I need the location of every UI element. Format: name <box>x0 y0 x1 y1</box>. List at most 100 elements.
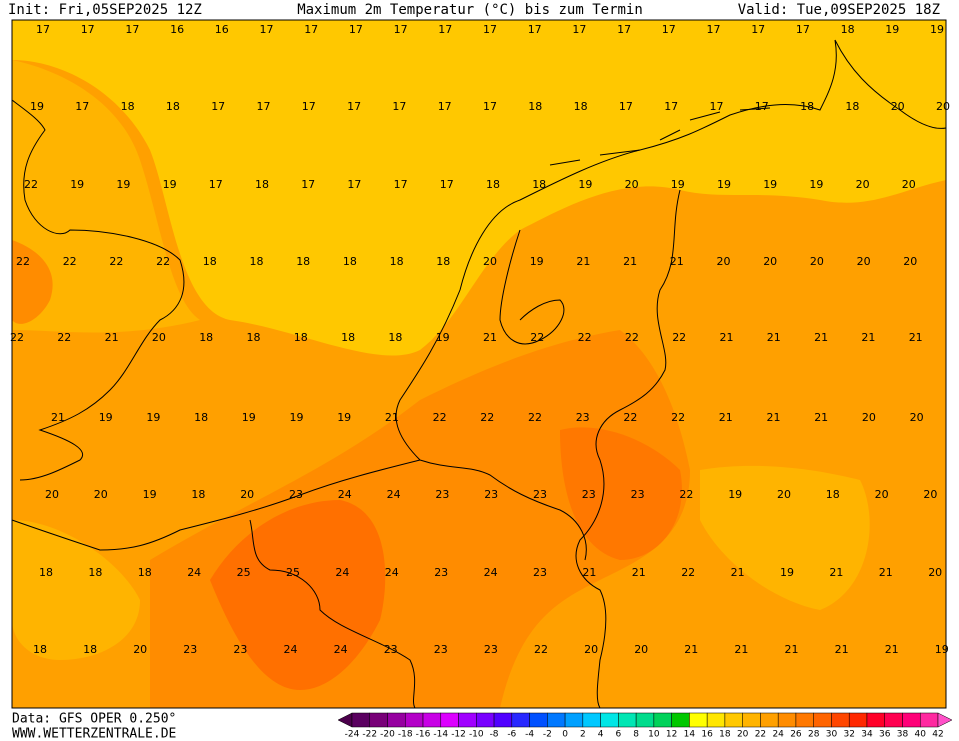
temperature-value: 17 <box>438 23 452 36</box>
temperature-value: 23 <box>533 488 547 501</box>
temperature-value: 19 <box>99 411 113 424</box>
temperature-value: 20 <box>857 255 871 268</box>
colorbar-box <box>813 712 832 728</box>
temperature-value: 21 <box>829 566 843 579</box>
field-mild <box>12 60 200 333</box>
colorbar-label: 14 <box>684 730 696 740</box>
colorbar-arrow <box>937 712 953 728</box>
temperature-value: 20 <box>891 100 905 113</box>
temperature-value: 17 <box>438 100 452 113</box>
temperature-value: 22 <box>16 255 30 268</box>
temperature-value: 18 <box>826 488 840 501</box>
border <box>575 189 681 709</box>
temperature-value: 22 <box>578 331 592 344</box>
colorbar: -24 -22 -20 -18 -16 -14 -12 -10 -8 -6 -4 -2 0 2 4 6 8 10 1… <box>337 712 953 740</box>
temperature-value: 18 <box>532 178 546 191</box>
temperature-value: 23 <box>183 643 197 656</box>
temperature-value: 17 <box>662 23 676 36</box>
temperature-value: 19 <box>885 23 899 36</box>
temperature-value: 19 <box>728 488 742 501</box>
temperature-value: 21 <box>861 331 875 344</box>
colorbar-label: 16 <box>701 730 713 740</box>
colorbar-label: -18 <box>398 730 413 740</box>
temperature-value: 17 <box>260 23 274 36</box>
colorbar-box <box>777 712 797 728</box>
temperature-value: 18 <box>343 255 357 268</box>
colorbar-box <box>795 712 814 728</box>
temperature-value: 17 <box>75 100 89 113</box>
temperature-value: 21 <box>720 331 734 344</box>
temperature-value: 22 <box>534 643 548 656</box>
temperature-value: 20 <box>240 488 254 501</box>
temperature-value: 21 <box>582 566 596 579</box>
temperature-value: 19 <box>436 331 450 344</box>
field-warm <box>12 240 53 324</box>
temperature-value: 17 <box>394 23 408 36</box>
temperature-value: 17 <box>209 178 223 191</box>
colorbar-box <box>529 712 548 728</box>
temperature-value: 20 <box>483 255 497 268</box>
temperature-value: 18 <box>138 566 152 579</box>
temperature-value: 24 <box>187 566 201 579</box>
temperature-value: 17 <box>796 23 810 36</box>
border <box>249 519 416 709</box>
temperature-value: 20 <box>875 488 889 501</box>
temperature-value: 20 <box>923 488 937 501</box>
temperature-value: 17 <box>301 178 315 191</box>
temperature-value: 20 <box>936 100 950 113</box>
colorbar-label: -16 <box>416 730 431 740</box>
temperature-value: 18 <box>255 178 269 191</box>
temperature-value: 23 <box>434 643 448 656</box>
temperature-value: 22 <box>109 255 123 268</box>
temperature-value: 17 <box>751 23 765 36</box>
colorbar-box <box>902 712 921 728</box>
colorbar-box <box>706 712 726 728</box>
colorbar-label: -6 <box>507 730 516 740</box>
temperature-value: 21 <box>385 411 399 424</box>
temperature-value: 24 <box>387 488 401 501</box>
temperature-value: 20 <box>45 488 59 501</box>
temperature-value: 21 <box>734 643 748 656</box>
colorbar-label: 6 <box>615 730 621 740</box>
temperature-value: 18 <box>436 255 450 268</box>
temperature-value: 17 <box>36 23 50 36</box>
temperature-value: 21 <box>719 411 733 424</box>
temperature-value: 21 <box>879 566 893 579</box>
temperature-value: 18 <box>341 331 355 344</box>
colorbar-box <box>476 712 495 728</box>
temperature-value: 17 <box>619 100 633 113</box>
init-label: Init: Fri,05SEP2025 12Z <box>8 2 202 18</box>
temperature-value: 22 <box>480 411 494 424</box>
temperature-value: 19 <box>163 178 177 191</box>
temperature-value: 21 <box>576 255 590 268</box>
temperature-value: 22 <box>156 255 170 268</box>
temperature-value: 18 <box>88 566 102 579</box>
temperature-value: 19 <box>578 178 592 191</box>
temperature-value: 18 <box>528 100 542 113</box>
temperature-value: 17 <box>572 23 586 36</box>
colorbar-box <box>742 712 761 728</box>
border <box>419 459 587 561</box>
temperature-value: 24 <box>334 643 348 656</box>
temperature-value: 20 <box>133 643 147 656</box>
temperature-value: 20 <box>910 411 924 424</box>
temperature-value: 17 <box>257 100 271 113</box>
colorbar-label: 36 <box>879 730 891 740</box>
colorbar-box <box>440 712 459 728</box>
temperature-value: 20 <box>810 255 824 268</box>
colorbar-label: 12 <box>666 730 677 740</box>
temperature-value: 20 <box>862 411 876 424</box>
temperature-value: 19 <box>143 488 157 501</box>
temperature-value: 18 <box>574 100 588 113</box>
field-cool <box>12 20 946 356</box>
colorbar-box <box>671 712 690 728</box>
colorbar-label: 40 <box>915 730 927 740</box>
temperature-value: 20 <box>94 488 108 501</box>
temperature-value: 23 <box>533 566 547 579</box>
coastline <box>395 39 947 461</box>
colorbar-label: 4 <box>598 730 604 740</box>
temperature-value: 19 <box>717 178 731 191</box>
temperature-value: 19 <box>290 411 304 424</box>
colorbar-box <box>387 712 406 728</box>
